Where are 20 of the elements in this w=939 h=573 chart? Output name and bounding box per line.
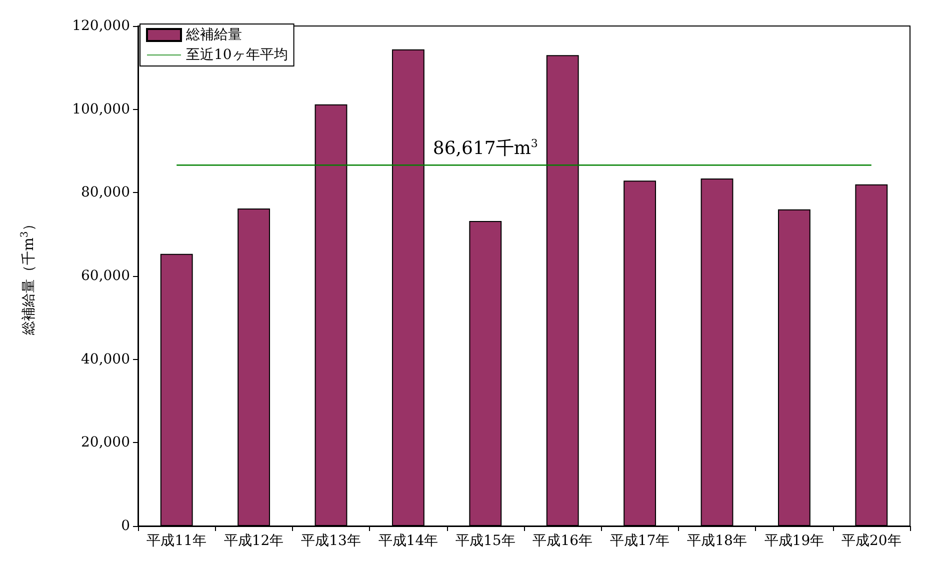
x-tick-label: 平成19年 <box>764 533 824 549</box>
x-tick-label: 平成13年 <box>301 533 361 549</box>
legend-label: 総補給量 <box>185 27 242 43</box>
x-tick-label: 平成20年 <box>841 533 902 549</box>
x-tick-label: 平成15年 <box>455 533 516 549</box>
x-tick-label: 平成17年 <box>610 533 670 549</box>
x-tick-label: 平成16年 <box>532 533 593 549</box>
y-axis-title: 総補給量（千m3） <box>20 217 37 336</box>
y-tick-label: 60,000 <box>81 268 130 284</box>
y-tick-label: 40,000 <box>81 351 130 368</box>
y-tick-label: 100,000 <box>72 101 130 118</box>
y-tick-label: 20,000 <box>81 434 130 451</box>
y-tick-label: 80,000 <box>81 184 130 201</box>
x-tick-label: 平成12年 <box>224 533 284 549</box>
y-tick-label: 120,000 <box>72 18 130 34</box>
x-tick-label: 平成14年 <box>378 533 438 549</box>
y-tick-label: 0 <box>121 518 130 534</box>
x-tick-label: 平成11年 <box>146 533 207 549</box>
legend-label: 至近10ヶ年平均 <box>186 47 288 63</box>
x-tick-label: 平成18年 <box>687 533 747 549</box>
